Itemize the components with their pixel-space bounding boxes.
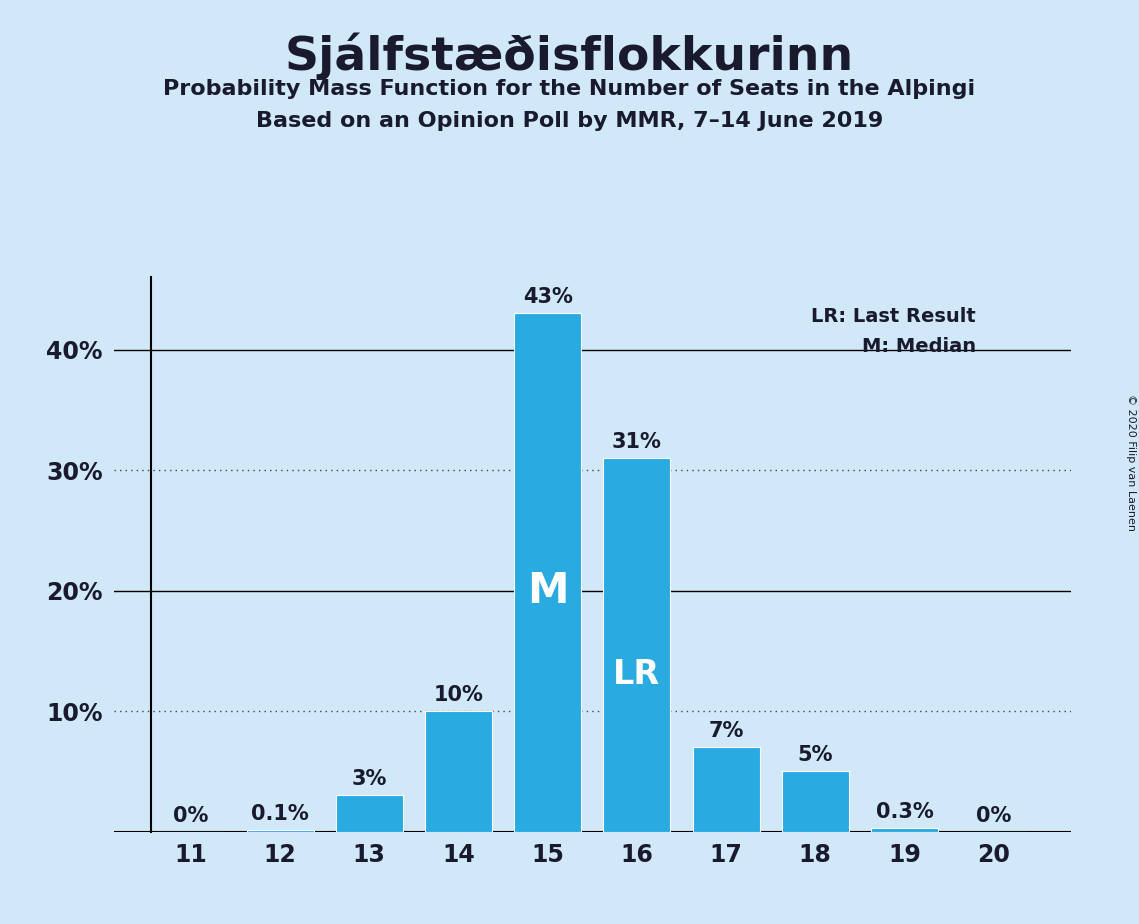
Bar <box>425 711 492 832</box>
Bar <box>781 772 849 832</box>
Text: 0.3%: 0.3% <box>876 802 933 822</box>
Text: 3%: 3% <box>352 770 387 789</box>
Text: 10%: 10% <box>434 685 483 705</box>
Bar <box>514 313 581 832</box>
Text: M: M <box>527 569 568 612</box>
Text: 0.1%: 0.1% <box>252 805 309 824</box>
Bar <box>336 796 403 832</box>
Text: Based on an Opinion Poll by MMR, 7–14 June 2019: Based on an Opinion Poll by MMR, 7–14 Ju… <box>256 111 883 131</box>
Text: © 2020 Filip van Laenen: © 2020 Filip van Laenen <box>1125 394 1136 530</box>
Text: 43%: 43% <box>523 287 573 308</box>
Bar <box>604 458 671 832</box>
Text: Probability Mass Function for the Number of Seats in the Alþingi: Probability Mass Function for the Number… <box>163 79 976 99</box>
Text: 0%: 0% <box>976 806 1011 825</box>
Text: Sjálfstæðisflokkurinn: Sjálfstæðisflokkurinn <box>285 32 854 79</box>
Text: LR: LR <box>613 659 661 691</box>
Bar <box>871 828 937 832</box>
Text: 0%: 0% <box>173 806 208 825</box>
Bar <box>693 748 760 832</box>
Bar <box>247 831 313 832</box>
Text: 7%: 7% <box>708 722 744 741</box>
Text: LR: Last Result: LR: Last Result <box>811 308 976 326</box>
Text: 5%: 5% <box>797 746 833 765</box>
Text: M: Median: M: Median <box>862 337 976 357</box>
Text: 31%: 31% <box>612 432 662 452</box>
